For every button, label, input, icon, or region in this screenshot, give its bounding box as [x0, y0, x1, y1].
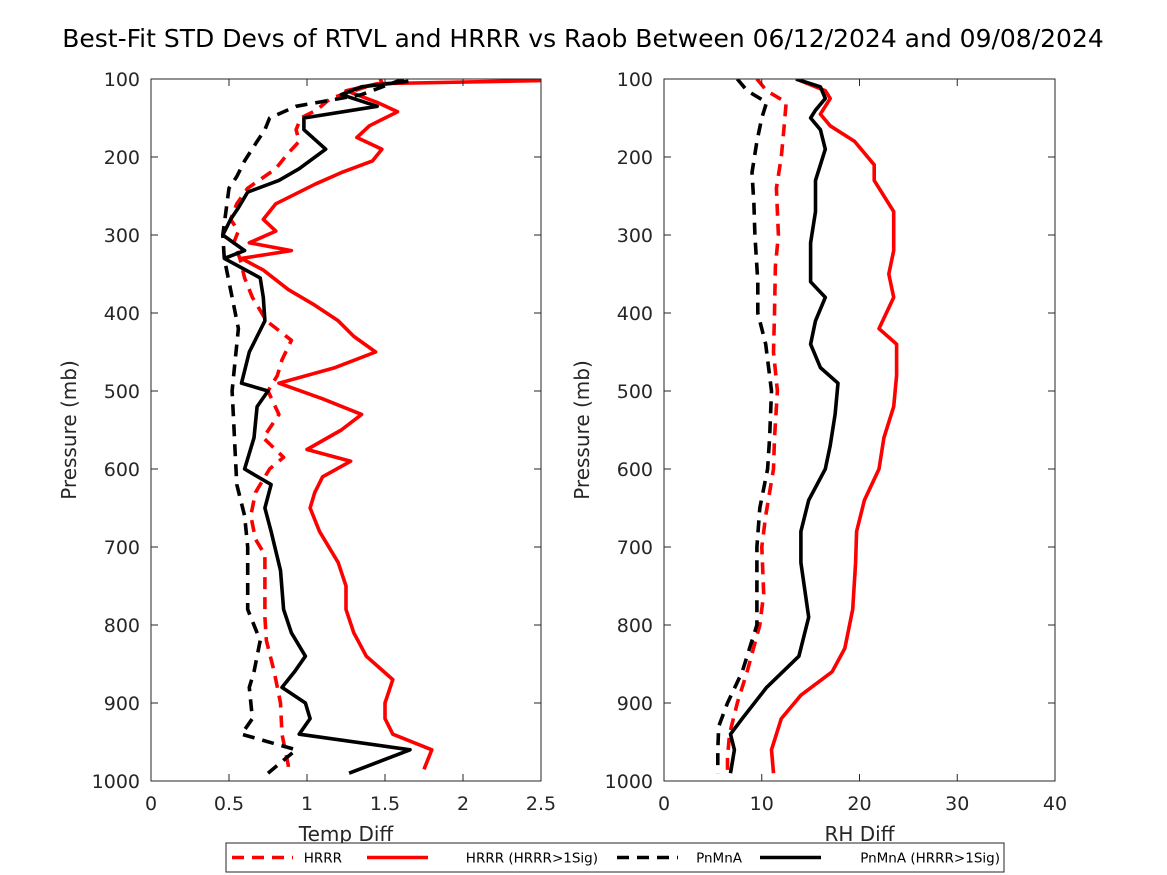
y-tick-label: 500 [104, 381, 140, 403]
x-tick-label: 2.5 [526, 793, 556, 815]
x-tick-label: 0 [658, 793, 670, 815]
x-tick-label: 20 [847, 793, 871, 815]
series-group [716, 79, 899, 774]
y-tick-label: 700 [617, 537, 653, 559]
series-line-2 [769, 79, 899, 774]
series-line-4 [221, 79, 412, 775]
y-tick-label: 800 [617, 615, 653, 637]
y-tick-label: 100 [104, 69, 140, 91]
x-axis-label: RH Diff [824, 822, 895, 846]
y-tick-label: 600 [104, 459, 140, 481]
y-tick-label: 900 [617, 693, 653, 715]
x-tick-label: 0.5 [214, 793, 244, 815]
y-axis-label: Pressure (mb) [57, 360, 81, 500]
series-line-3 [221, 79, 405, 775]
legend-label-hrrr: HRRR [304, 851, 342, 867]
y-tick-label: 200 [104, 147, 140, 169]
legend-label-hrrr_sig: HRRR (HRRR>1Sig) [466, 851, 598, 867]
legend-label-pnmna_sig: PnMnA (HRRR>1Sig) [860, 851, 1000, 867]
x-tick-label: 1.5 [370, 793, 400, 815]
series-group [221, 79, 541, 775]
x-tick-label: 30 [945, 793, 969, 815]
y-tick-label: 400 [617, 303, 653, 325]
series-line-2 [239, 79, 541, 770]
legend: HRRR HRRR (HRRR>1Sig) PnMnA PnMnA (HRRR>1Si… [225, 842, 1005, 873]
legend-box [225, 842, 1005, 873]
x-tick-label: 0 [145, 793, 157, 815]
panel-2: 0 10 20 30 40 100 200 300 400 500 600 700 800 900 1000… [570, 69, 1067, 846]
x-tick-label: 10 [750, 793, 774, 815]
y-tick-label: 400 [104, 303, 140, 325]
y-tick-label: 300 [104, 225, 140, 247]
series-line-4 [728, 79, 840, 774]
y-tick-label: 600 [617, 459, 653, 481]
chart-title: Best-Fit STD Devs of RTVL and HRRR vs Ra… [62, 24, 1104, 53]
y-tick-label: 1000 [92, 771, 140, 793]
panel-1: 0 0.5 1 1.5 2 2.5 100 200 300 400 500 600 700 800 900 1… [57, 69, 556, 846]
legend-label-pnmna: PnMnA [696, 851, 743, 867]
y-tick-label: 900 [104, 693, 140, 715]
axes-box [150, 78, 542, 782]
x-tick-label: 1 [301, 793, 313, 815]
y-tick-label: 300 [617, 225, 653, 247]
x-tick-label: 2 [457, 793, 469, 815]
y-axis-label: Pressure (mb) [570, 360, 594, 500]
x-axis-label: Temp Diff [298, 822, 395, 846]
series-line-1 [228, 79, 384, 774]
axes-box [663, 78, 1056, 782]
plot-area: 0 0.5 1 1.5 2 2.51002003004005006007008009001… [57, 69, 1067, 846]
y-tick-label: 700 [104, 537, 140, 559]
y-tick-label: 1000 [605, 771, 653, 793]
y-tick-label: 500 [617, 381, 653, 403]
y-tick-label: 800 [104, 615, 140, 637]
y-tick-label: 200 [617, 147, 653, 169]
series-line-1 [725, 79, 788, 774]
series-line-3 [716, 79, 774, 774]
y-tick-label: 100 [617, 69, 653, 91]
x-tick-label: 40 [1043, 793, 1067, 815]
